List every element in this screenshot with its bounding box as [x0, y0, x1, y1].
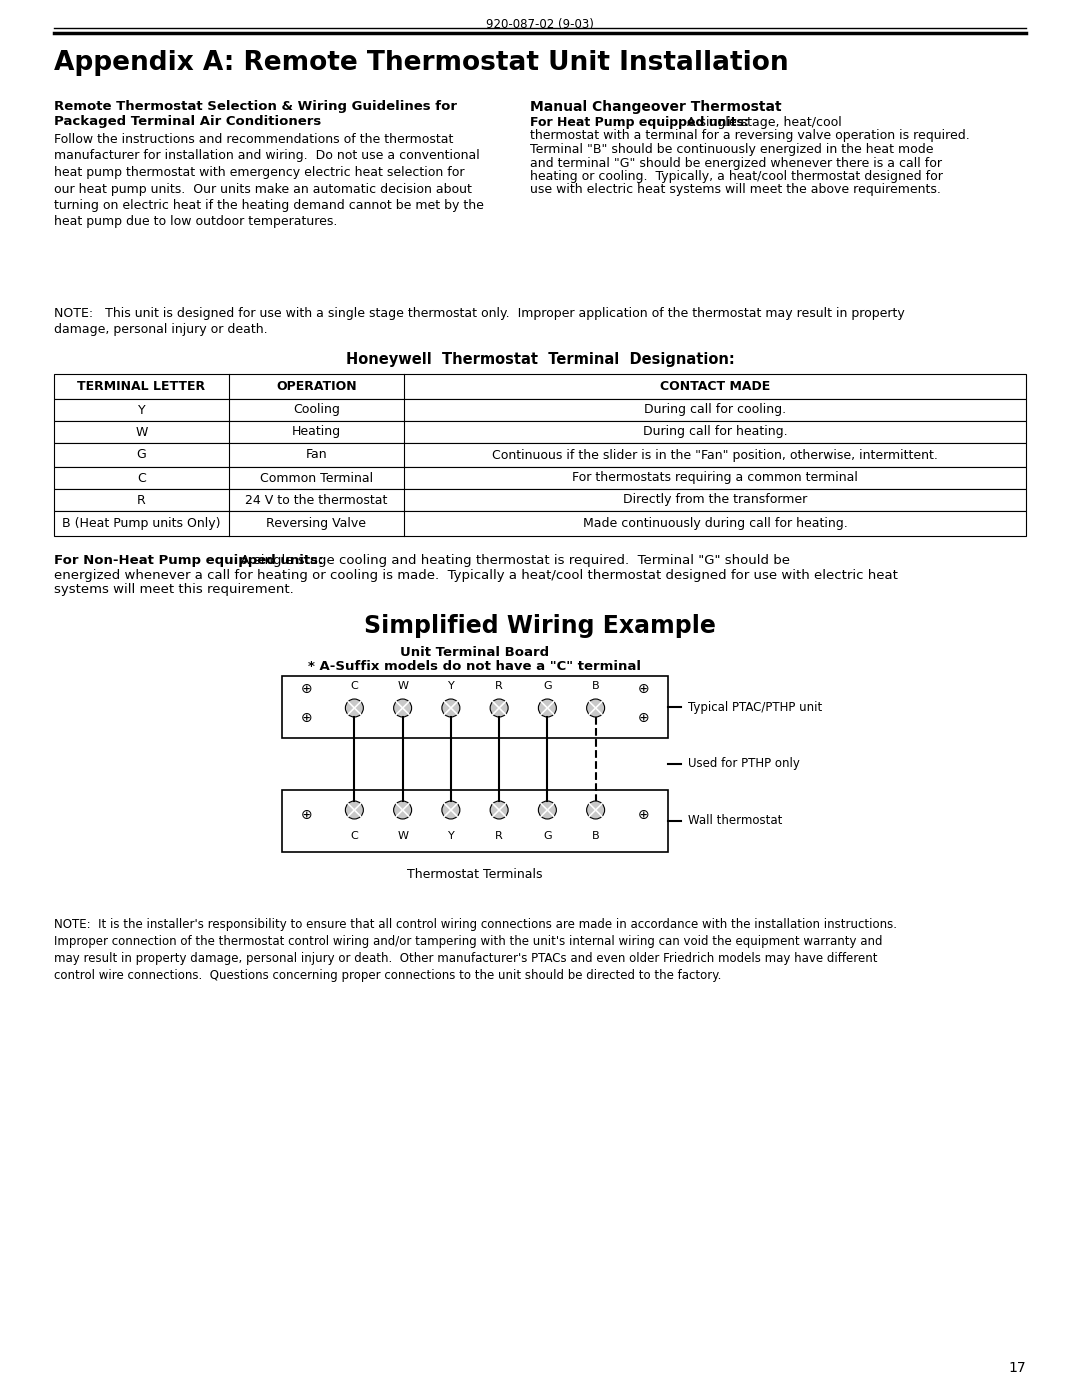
Bar: [54, 420, 1026, 443]
Text: Packaged Terminal Air Conditioners: Packaged Terminal Air Conditioners: [54, 115, 321, 129]
Text: A single stage, heat/cool: A single stage, heat/cool: [679, 116, 842, 129]
Circle shape: [346, 800, 363, 819]
Bar: [54, 467, 1026, 489]
Text: For Heat Pump equipped units:: For Heat Pump equipped units:: [530, 116, 748, 129]
Text: During call for heating.: During call for heating.: [643, 426, 787, 439]
Text: Appendix A: Remote Thermostat Unit Installation: Appendix A: Remote Thermostat Unit Insta…: [54, 50, 788, 75]
Circle shape: [538, 698, 556, 717]
Text: Remote Thermostat Selection & Wiring Guidelines for: Remote Thermostat Selection & Wiring Gui…: [54, 101, 457, 113]
Text: * A-Suffix models do not have a "C" terminal: * A-Suffix models do not have a "C" term…: [309, 659, 642, 673]
Text: B: B: [592, 680, 599, 692]
Text: systems will meet this requirement.: systems will meet this requirement.: [54, 583, 294, 597]
Text: NOTE:  It is the installer's responsibility to ensure that all control wiring co: NOTE: It is the installer's responsibili…: [54, 918, 897, 982]
Text: 17: 17: [1009, 1361, 1026, 1375]
Text: C: C: [351, 831, 359, 841]
Text: 920-087-02 (9-03): 920-087-02 (9-03): [486, 18, 594, 31]
Bar: [54, 374, 1026, 400]
Text: Heating: Heating: [292, 426, 341, 439]
Text: Thermostat Terminals: Thermostat Terminals: [407, 868, 543, 882]
Text: Common Terminal: Common Terminal: [260, 472, 373, 485]
Text: Y: Y: [137, 404, 146, 416]
Circle shape: [490, 698, 508, 717]
Text: W: W: [135, 426, 148, 439]
Text: thermostat with a terminal for a reversing valve operation is required.: thermostat with a terminal for a reversi…: [530, 130, 970, 142]
Text: G: G: [543, 831, 552, 841]
Text: Directly from the transformer: Directly from the transformer: [623, 493, 807, 507]
Text: 24 V to the thermostat: 24 V to the thermostat: [245, 493, 388, 507]
Text: G: G: [137, 448, 147, 461]
Text: Y: Y: [447, 680, 455, 692]
Text: Typical PTAC/PTHP unit: Typical PTAC/PTHP unit: [688, 700, 822, 714]
Text: ⊕: ⊕: [300, 711, 312, 725]
Text: W: W: [397, 680, 408, 692]
Text: NOTE:   This unit is designed for use with a single stage thermostat only.  Impr: NOTE: This unit is designed for use with…: [54, 307, 905, 337]
Circle shape: [442, 698, 460, 717]
Text: Cooling: Cooling: [293, 404, 340, 416]
Text: Terminal "B" should be continuously energized in the heat mode: Terminal "B" should be continuously ener…: [530, 142, 933, 156]
Text: CONTACT MADE: CONTACT MADE: [660, 380, 770, 393]
Text: R: R: [496, 831, 503, 841]
Text: Y: Y: [447, 831, 455, 841]
Text: Simplified Wiring Example: Simplified Wiring Example: [364, 615, 716, 638]
Text: For Non-Heat Pump equipped units:: For Non-Heat Pump equipped units:: [54, 555, 323, 567]
Text: B: B: [592, 831, 599, 841]
Bar: [282, 789, 669, 852]
Text: C: C: [351, 680, 359, 692]
Text: Honeywell  Thermostat  Terminal  Designation:: Honeywell Thermostat Terminal Designatio…: [346, 352, 734, 367]
Text: Reversing Valve: Reversing Valve: [267, 517, 366, 529]
Bar: [282, 676, 669, 738]
Text: For thermostats requiring a common terminal: For thermostats requiring a common termi…: [572, 472, 858, 485]
Circle shape: [393, 698, 411, 717]
Circle shape: [490, 800, 508, 819]
Circle shape: [442, 800, 460, 819]
Text: Manual Changeover Thermostat: Manual Changeover Thermostat: [530, 101, 782, 115]
Text: Fan: Fan: [306, 448, 327, 461]
Text: Used for PTHP only: Used for PTHP only: [688, 757, 800, 771]
Text: Follow the instructions and recommendations of the thermostat
manufacturer for i: Follow the instructions and recommendati…: [54, 133, 484, 229]
Circle shape: [586, 698, 605, 717]
Circle shape: [538, 800, 556, 819]
Text: R: R: [496, 680, 503, 692]
Text: A single stage cooling and heating thermostat is required.  Terminal "G" should : A single stage cooling and heating therm…: [232, 555, 791, 567]
Text: Wall thermostat: Wall thermostat: [688, 814, 782, 827]
Circle shape: [586, 800, 605, 819]
Text: OPERATION: OPERATION: [276, 380, 356, 393]
Text: R: R: [137, 493, 146, 507]
Text: heating or cooling.  Typically, a heat/cool thermostat designed for: heating or cooling. Typically, a heat/co…: [530, 170, 943, 183]
Circle shape: [393, 800, 411, 819]
Text: ⊕: ⊕: [638, 807, 650, 821]
Text: TERMINAL LETTER: TERMINAL LETTER: [78, 380, 205, 393]
Bar: [54, 443, 1026, 467]
Text: W: W: [397, 831, 408, 841]
Text: B (Heat Pump units Only): B (Heat Pump units Only): [63, 517, 220, 529]
Text: ⊕: ⊕: [638, 682, 650, 696]
Text: use with electric heat systems will meet the above requirements.: use with electric heat systems will meet…: [530, 183, 941, 197]
Text: ⊕: ⊕: [300, 807, 312, 821]
Text: C: C: [137, 472, 146, 485]
Bar: [54, 489, 1026, 511]
Text: Continuous if the slider is in the "Fan" position, otherwise, intermittent.: Continuous if the slider is in the "Fan"…: [492, 448, 937, 461]
Text: G: G: [543, 680, 552, 692]
Circle shape: [346, 698, 363, 717]
Bar: [54, 400, 1026, 420]
Bar: [54, 511, 1026, 536]
Text: energized whenever a call for heating or cooling is made.  Typically a heat/cool: energized whenever a call for heating or…: [54, 569, 897, 581]
Text: ⊕: ⊕: [638, 711, 650, 725]
Text: During call for cooling.: During call for cooling.: [644, 404, 786, 416]
Text: Made continuously during call for heating.: Made continuously during call for heatin…: [582, 517, 848, 529]
Text: ⊕: ⊕: [300, 682, 312, 696]
Text: Unit Terminal Board: Unit Terminal Board: [401, 645, 550, 659]
Text: and terminal "G" should be energized whenever there is a call for: and terminal "G" should be energized whe…: [530, 156, 942, 169]
